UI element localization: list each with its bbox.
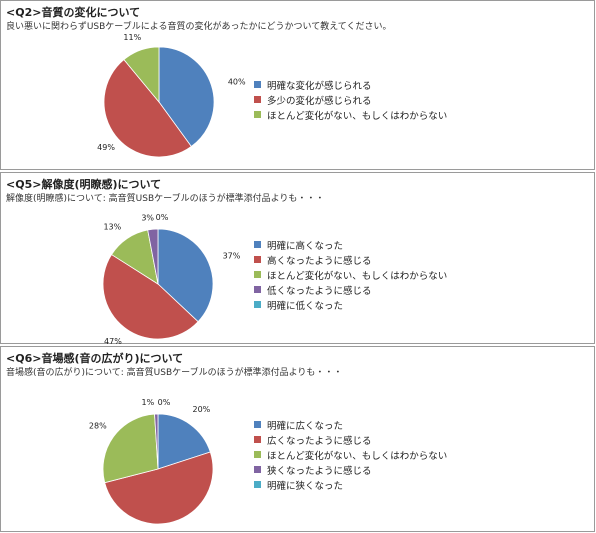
legend-label: 明確に高くなった [267,240,344,252]
chart-legend: 明確に高くなった高くなったように感じるほとんど変化がない、もしくはわからない 低く… [254,237,447,312]
pie-slice [102,253,199,340]
q5-panel: <Q5>解像度(明瞭感)について 解像度(明瞭感)について: 高音質USBケーブ… [0,172,595,346]
legend-label: 狭くなったように感じる [267,465,372,477]
legend-label: 低くなったように感じる [267,285,372,297]
legend-item: 明確に高くなった [254,237,447,252]
legend-label: 明確に低くなった [267,300,344,312]
chart-title: <Q2>音質の変化について [6,6,141,19]
legend-swatch [254,241,261,248]
legend-item: 明確に広くなった [254,417,447,432]
pie-slice [147,228,159,285]
legend-label: ほとんど変化がない、もしくはわからない [267,110,448,122]
data-label: 0% [158,398,171,407]
legend-label: 多少の変化が感じられる [267,95,372,107]
data-label: 49% [97,143,115,152]
legend-swatch [254,301,261,308]
q6-panel: <Q6>音場感(音の広がり)について 音場感(音の広がり)について: 高音質US… [0,346,595,532]
legend-item: 広くなったように感じる [254,432,447,447]
data-label: 1% [142,398,155,407]
legend-label: 高くなったように感じる [267,255,372,267]
legend-swatch [254,481,261,488]
legend-swatch [254,286,261,293]
chart-title: <Q6>音場感(音の広がり)について [6,352,184,365]
pie-chart: 40% 49% 11% [97,33,246,158]
legend-label: ほとんど変化がない、もしくはわからない [267,450,448,462]
legend-swatch [254,466,261,473]
legend-label: 明確に広くなった [267,420,344,432]
data-label: 13% [103,223,121,232]
legend-swatch [254,436,261,443]
pie-slice [104,451,214,525]
chart-subtitle: 良い悪いに関わらずUSBケーブルによる音質の変化があったかにどうかついて教えてく… [6,22,392,32]
data-label: 40% [228,77,246,86]
data-label: 3% [141,213,154,222]
chart-subtitle: 解像度(明瞭感)について: 高音質USBケーブルのほうが標準添付品よりも・・・ [6,194,325,204]
legend-label: 明確に狭くなった [267,480,344,492]
q2-panel: <Q2>音質の変化について 良い悪いに関わらずUSBケーブルによる音質の変化があ… [0,0,595,170]
legend-item: 明確な変化が感じられる [254,77,447,92]
pie-slice [157,413,211,470]
legend-item: ほとんど変化がない、もしくはわからない [254,267,447,282]
legend-item: 高くなったように感じる [254,252,447,267]
chart-legend: 明確な変化が感じられる 多少の変化が感じられるほとんど変化がない、もしくはわからな… [254,77,447,122]
legend-swatch [254,421,261,428]
legend-item: 狭くなったように感じる [254,462,447,477]
data-label: 47% [104,337,122,346]
pie-slice [157,228,214,323]
legend-item: ほとんど変化がない、もしくはわからない [254,107,447,122]
chart-subtitle: 音場感(音の広がり)について: 高音質USBケーブルのほうが標準添付品よりも・・… [6,368,343,378]
legend-label: ほとんど変化がない、もしくはわからない [267,270,448,282]
chart-legend: 明確に広くなった広くなったように感じるほとんど変化がない、もしくはわからない 狭く… [254,417,447,492]
pie-slice [123,46,160,104]
chart-title: <Q5>解像度(明瞭感)について [6,178,162,191]
pie-chart: 37% 47% 13% 3% 0% [102,213,241,346]
data-label: 28% [89,422,107,431]
legend-label: 明確な変化が感じられる [267,80,372,92]
pie-slice [102,413,159,484]
legend-item: 明確に狭くなった [254,477,447,492]
pie-chart: 20%51%28%1%0% [89,398,214,525]
legend-swatch [254,96,261,103]
legend-item: ほとんど変化がない、もしくはわからない [254,447,447,462]
legend-swatch [254,256,261,263]
pie-slice [158,46,215,148]
legend-label: 広くなったように感じる [267,435,372,447]
legend-item: 低くなったように感じる [254,282,447,297]
legend-item: 多少の変化が感じられる [254,92,447,107]
data-label: 37% [223,251,241,260]
pie-slice [154,413,159,470]
legend-swatch [254,451,261,458]
legend-item: 明確に低くなった [254,297,447,312]
legend-swatch [254,111,261,118]
data-label: 11% [123,33,141,42]
legend-swatch [254,81,261,88]
pie-slice [103,59,192,158]
data-label: 0% [156,213,169,222]
legend-swatch [254,271,261,278]
data-label: 20% [192,405,210,414]
